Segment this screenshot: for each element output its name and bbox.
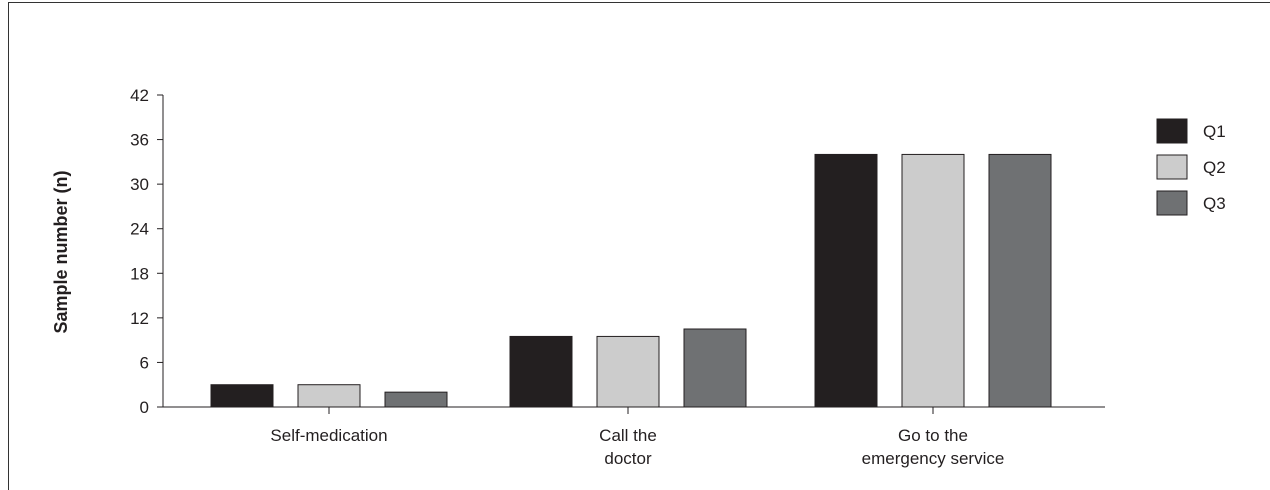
y-tick-label: 42	[130, 86, 149, 105]
y-tick-label: 6	[140, 353, 149, 372]
bars	[210, 153, 1052, 408]
y-tick-label: 18	[130, 264, 149, 283]
bar-q1-0	[210, 384, 274, 408]
y-tick-label: 0	[140, 398, 149, 417]
legend: Q1 Q2 Q3	[1156, 118, 1226, 216]
legend-swatch-q3	[1156, 190, 1188, 216]
legend-swatch-q2	[1156, 154, 1188, 180]
bar-q3-1	[683, 328, 747, 408]
y-tick-label: 30	[130, 175, 149, 194]
x-axis: Self-medication Call the doctor Go to the em…	[163, 406, 1105, 468]
x-category-label: Call the	[599, 426, 657, 445]
x-category-label: doctor	[604, 449, 652, 468]
bar-q2-2	[901, 153, 965, 408]
bar-q3-0	[384, 391, 448, 408]
bar-q2-0	[297, 384, 361, 408]
legend-label-q3: Q3	[1203, 194, 1226, 213]
bar-q3-2	[988, 153, 1052, 408]
bar-q2-1	[596, 335, 660, 408]
chart-frame	[8, 2, 1270, 490]
y-axis: 0 6 12 18 24 30 36 42	[130, 86, 164, 417]
y-axis-label: Sample number (n)	[51, 170, 71, 333]
legend-label-q1: Q1	[1203, 122, 1226, 141]
y-tick-label: 12	[130, 309, 149, 328]
legend-swatch-q1	[1156, 118, 1188, 144]
y-tick-label: 36	[130, 131, 149, 150]
bar-q1-1	[509, 335, 573, 408]
x-category-label: Go to the	[898, 426, 968, 445]
y-tick-label: 24	[130, 220, 149, 239]
x-category-label: emergency service	[862, 449, 1005, 468]
x-category-label: Self-medication	[270, 426, 387, 445]
bar-q1-2	[814, 153, 878, 408]
legend-label-q2: Q2	[1203, 158, 1226, 177]
